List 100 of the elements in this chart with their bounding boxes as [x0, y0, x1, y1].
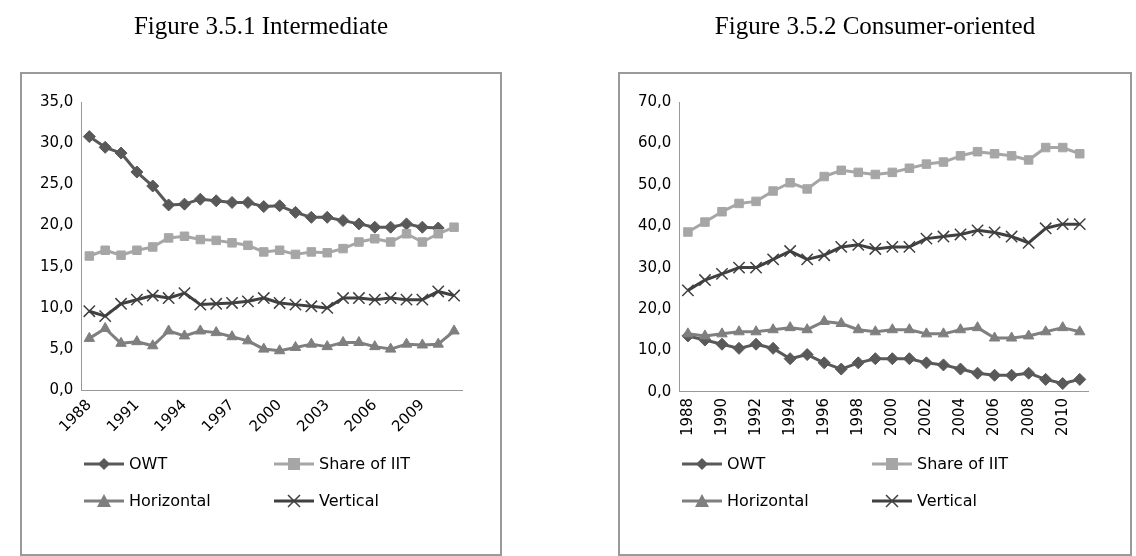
point [115, 336, 127, 347]
point [384, 342, 397, 353]
point [401, 229, 412, 239]
point [241, 294, 255, 308]
point [415, 293, 429, 307]
x-tick-label: 1996 [814, 397, 833, 437]
point [699, 329, 711, 340]
point [368, 220, 382, 234]
point [785, 178, 795, 188]
point [242, 334, 254, 345]
point [304, 210, 318, 224]
point [1039, 372, 1053, 386]
point [717, 206, 727, 217]
point [178, 286, 191, 300]
point [370, 233, 380, 244]
point [819, 171, 829, 182]
point [716, 327, 728, 338]
point [869, 325, 882, 336]
point [1040, 142, 1051, 153]
point [337, 336, 349, 347]
point [1005, 368, 1019, 382]
point [258, 342, 270, 353]
point [1056, 377, 1070, 391]
point [954, 323, 967, 334]
point [904, 163, 915, 173]
point [400, 293, 413, 307]
point [162, 291, 176, 305]
chart-title: Figure 3.5.1 Intermediate [132, 12, 390, 40]
point [715, 267, 729, 281]
point [210, 326, 222, 337]
point [1073, 217, 1087, 231]
point [1039, 221, 1053, 235]
point [257, 291, 271, 305]
point [148, 242, 158, 252]
y-tick-label: 30,0 [39, 133, 74, 152]
point [288, 205, 302, 219]
point [273, 344, 286, 355]
point [887, 167, 898, 178]
point [98, 309, 112, 323]
point [800, 348, 814, 362]
point [972, 146, 983, 157]
point [114, 297, 128, 311]
point [698, 273, 712, 287]
point [352, 217, 366, 231]
y-tick-label: 35,0 [39, 91, 74, 110]
y-tick-label: 0,0 [647, 381, 672, 400]
point [98, 140, 112, 154]
point [354, 237, 364, 247]
point [227, 238, 237, 248]
point [732, 261, 746, 275]
point [937, 230, 950, 243]
point [84, 251, 95, 261]
x-tick-label: 2010 [1052, 397, 1071, 437]
legend-label: Vertical [917, 491, 977, 510]
legend-label: Horizontal [727, 491, 809, 510]
point [751, 196, 761, 207]
y-tick-label: 40,0 [637, 216, 672, 235]
point [700, 217, 710, 227]
point [851, 238, 865, 252]
point [938, 157, 949, 167]
point [225, 296, 239, 310]
point [783, 244, 797, 258]
x-tick-label: 1992 [745, 397, 764, 437]
point [919, 356, 933, 370]
point [1022, 236, 1036, 250]
legend-label: Horizontal [129, 491, 211, 510]
y-tick-label: 10,0 [637, 340, 672, 359]
point [322, 247, 332, 258]
point [368, 293, 382, 307]
point [336, 214, 350, 228]
point [243, 240, 253, 251]
y-tick-label: 20,0 [39, 215, 74, 234]
point [162, 198, 176, 212]
point [766, 252, 780, 266]
legend-label: Share of IIT [917, 454, 1008, 473]
point [886, 323, 899, 334]
point [836, 165, 846, 176]
point [1005, 331, 1018, 342]
point [116, 250, 126, 260]
point [802, 184, 812, 194]
point [433, 229, 443, 239]
point [1056, 217, 1070, 231]
point [130, 165, 144, 179]
point [834, 362, 848, 376]
point [1057, 321, 1069, 332]
point [241, 195, 255, 209]
point [936, 358, 950, 372]
y-tick-label: 70,0 [637, 91, 672, 110]
point [783, 352, 797, 366]
point [971, 223, 984, 237]
point [193, 298, 207, 312]
point [885, 352, 899, 366]
point [193, 192, 207, 206]
point [1073, 372, 1087, 386]
y-tick-label: 50,0 [637, 174, 672, 193]
point [955, 151, 966, 161]
legend-label: OWT [727, 454, 766, 473]
point [369, 340, 381, 351]
point [146, 179, 160, 193]
point [99, 322, 111, 333]
